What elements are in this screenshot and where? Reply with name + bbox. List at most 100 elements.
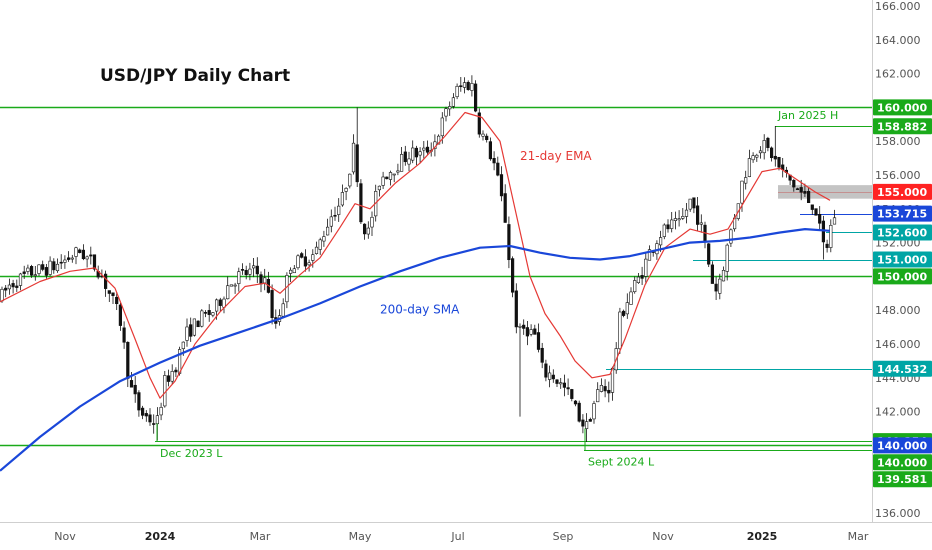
- candle: [89, 246, 93, 265]
- candle: [644, 252, 648, 285]
- candle: [340, 184, 345, 207]
- candle: [78, 248, 82, 254]
- candle: [821, 215, 825, 260]
- candle-body: [625, 302, 629, 315]
- candle: [263, 268, 267, 291]
- candle-body: [496, 162, 500, 176]
- candle-body: [533, 328, 537, 335]
- candle-body: [462, 82, 467, 88]
- candle-body: [466, 81, 470, 90]
- candle-body: [200, 310, 204, 327]
- candle-body: [832, 217, 837, 225]
- price-badge-label: 151.000: [877, 254, 927, 267]
- candle-body: [629, 291, 633, 305]
- candle: [695, 196, 700, 231]
- candle-body: [396, 170, 400, 173]
- candle: [200, 309, 204, 328]
- candle-body: [562, 382, 566, 388]
- candle-body: [59, 261, 63, 264]
- candle: [322, 230, 326, 247]
- candle-body: [340, 192, 345, 206]
- candle-body: [392, 173, 396, 176]
- candle-body: [570, 389, 574, 399]
- candle: [15, 279, 19, 292]
- candle-body: [48, 260, 52, 275]
- candle-body: [681, 216, 685, 219]
- candle-body: [803, 191, 807, 194]
- price-badge-bg: [873, 454, 932, 471]
- annotation-label: Jan 2025 H: [777, 109, 838, 122]
- candle: [510, 256, 515, 298]
- candle-body: [547, 372, 552, 380]
- candle-body: [810, 204, 814, 210]
- candle: [714, 276, 718, 301]
- candle: [118, 302, 122, 331]
- candle-body: [111, 292, 115, 296]
- candle-body: [115, 296, 119, 305]
- candle: [681, 208, 685, 221]
- candle-body: [359, 183, 363, 223]
- candle: [518, 323, 522, 417]
- x-tick-label: May: [349, 530, 372, 543]
- candle-body: [721, 270, 726, 282]
- candle-body: [229, 284, 234, 287]
- candle: [148, 408, 152, 426]
- candle-body: [15, 285, 19, 288]
- candle-body: [522, 324, 526, 329]
- candle: [792, 178, 796, 192]
- candle: [7, 278, 12, 295]
- candle-body: [44, 267, 48, 276]
- candle: [788, 174, 792, 186]
- candle: [63, 255, 67, 269]
- x-tick-label: Nov: [652, 530, 674, 543]
- candle-body: [718, 278, 722, 294]
- candle-body: [599, 385, 603, 392]
- candle: [396, 163, 400, 176]
- candle-body: [707, 243, 711, 265]
- candle-body: [566, 387, 570, 390]
- candle-body: [29, 266, 34, 276]
- candle-body: [555, 379, 559, 384]
- candle-body: [318, 239, 322, 250]
- candle: [444, 106, 448, 122]
- candle: [144, 410, 148, 422]
- candle-body: [477, 112, 481, 135]
- price-badge-bg: [873, 437, 932, 454]
- candle-body: [285, 275, 289, 303]
- candle: [562, 374, 566, 397]
- candle: [355, 107, 359, 188]
- candle-body: [240, 269, 245, 271]
- price-badge-label: 153.715: [877, 208, 927, 221]
- candle-body: [814, 208, 818, 216]
- price-badge-bg: [873, 99, 932, 116]
- price-badge: 140.000: [873, 454, 932, 471]
- candle: [218, 297, 222, 312]
- price-badge-bg: [873, 251, 932, 268]
- candle-body: [577, 402, 581, 422]
- price-badge-label: 140.000: [877, 456, 927, 469]
- price-badge-label: 160.000: [877, 101, 927, 114]
- candle: [407, 151, 411, 172]
- candle: [252, 257, 256, 278]
- candle: [803, 183, 807, 197]
- candle-body: [163, 375, 167, 407]
- candle: [832, 209, 837, 225]
- y-tick-label: 146.000: [875, 338, 921, 351]
- candle-body: [695, 205, 700, 225]
- candle: [33, 265, 37, 281]
- candle-body: [33, 274, 37, 277]
- time-axis[interactable]: Nov 2024 Mar May Jul Sep Nov 2025 Mar: [54, 530, 869, 543]
- candle: [303, 249, 308, 272]
- candle-body: [710, 264, 714, 284]
- candle: [74, 246, 78, 265]
- candle-body: [233, 284, 237, 287]
- candle-body: [211, 312, 215, 316]
- price-badge: 144.532: [873, 360, 932, 377]
- resistance-zone-box: [778, 185, 872, 199]
- candle: [203, 310, 208, 318]
- candle-body: [70, 257, 74, 260]
- candle: [129, 372, 134, 388]
- candle: [473, 80, 478, 113]
- candle: [196, 320, 200, 328]
- candle-body: [288, 269, 293, 274]
